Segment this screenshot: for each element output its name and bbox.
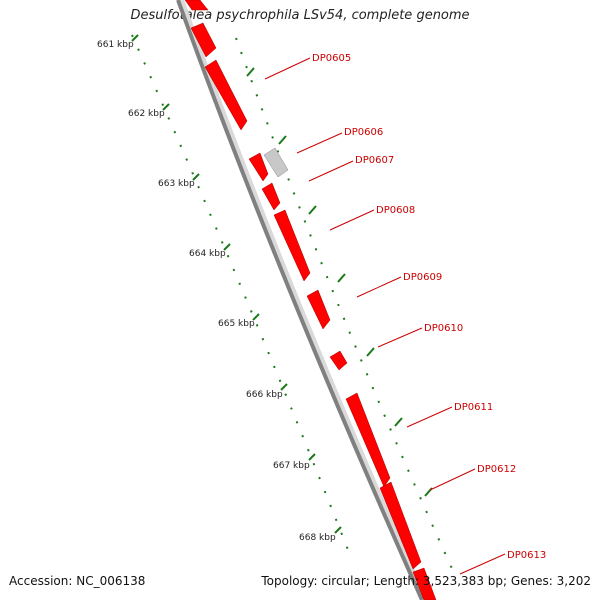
leader-dp0609 xyxy=(356,276,402,298)
leader-dp0610 xyxy=(377,327,423,348)
genome-backbone-shadow xyxy=(178,0,428,600)
gene-feature-dp0608[interactable] xyxy=(261,182,281,211)
inner-tick-track: 661 kbp 662 kbp 663 kbp 664 kbp 665 kbp … xyxy=(97,34,353,561)
scale-label-664: 664 kbp xyxy=(189,249,226,259)
gene-feature-dp0605-a[interactable] xyxy=(190,22,217,58)
gene-feature-dp0611[interactable] xyxy=(345,392,391,488)
gene-feature-dp0610[interactable] xyxy=(329,350,348,371)
gene-feature-dp0605[interactable] xyxy=(204,59,248,131)
outer-major-tick xyxy=(278,135,287,145)
leader-dp0611 xyxy=(406,406,453,428)
outer-major-tick xyxy=(246,67,255,77)
gene-label-dp0610[interactable]: DP0610 xyxy=(424,323,463,334)
scale-label-662: 662 kbp xyxy=(128,109,165,119)
leader-dp0608 xyxy=(329,209,375,231)
outer-major-tick xyxy=(366,347,375,357)
inner-major-tick xyxy=(334,526,342,534)
scale-label-661: 661 kbp xyxy=(97,40,134,50)
scale-label-667: 667 kbp xyxy=(273,461,310,471)
gene-label-dp0612[interactable]: DP0612 xyxy=(477,464,516,475)
inner-major-tick xyxy=(131,34,139,42)
outer-major-tick xyxy=(337,273,346,283)
gene-feature-dp0608-b[interactable] xyxy=(273,209,311,282)
scale-label-665: 665 kbp xyxy=(218,319,255,329)
scale-label-666: 666 kbp xyxy=(246,390,283,400)
gene-feature-dp0612[interactable] xyxy=(379,481,422,570)
inner-major-tick xyxy=(162,103,170,111)
gene-label-dp0606[interactable]: DP0606 xyxy=(344,127,383,138)
inner-major-tick xyxy=(223,243,231,251)
leader-dp0605 xyxy=(264,57,311,80)
leader-dp0606 xyxy=(296,132,343,154)
label-leaders xyxy=(264,57,506,575)
inner-major-tick xyxy=(308,453,316,461)
inner-major-tick xyxy=(280,383,288,391)
gene-feature-dp0613[interactable] xyxy=(412,567,437,600)
outer-major-tick xyxy=(308,205,317,215)
gene-label-dp0609[interactable]: DP0609 xyxy=(403,272,442,283)
genome-title: Desulfotalea psychrophila LSv54, complet… xyxy=(130,8,470,23)
gene-label-dp0611[interactable]: DP0611 xyxy=(454,402,493,413)
scale-label-668: 668 kbp xyxy=(299,533,336,543)
gene-feature-dp0607[interactable] xyxy=(248,152,269,182)
outer-major-tick xyxy=(394,417,403,427)
gene-feature-dp0606[interactable] xyxy=(263,147,289,178)
leader-dp0613 xyxy=(459,553,506,575)
gene-label-dp0605[interactable]: DP0605 xyxy=(312,53,351,64)
inner-major-tick xyxy=(192,173,200,181)
gene-feature-dp0609[interactable] xyxy=(306,289,331,330)
gene-feature-top-partial[interactable] xyxy=(184,0,209,11)
leader-dp0607 xyxy=(308,160,354,182)
gene-label-dp0613[interactable]: DP0613 xyxy=(507,550,546,561)
accession-text: Accession: NC_006138 xyxy=(9,574,146,588)
gene-track xyxy=(184,0,437,600)
outer-tick-track xyxy=(235,37,455,574)
gene-label-dp0608[interactable]: DP0608 xyxy=(376,205,415,216)
scale-label-663: 663 kbp xyxy=(158,179,195,189)
gene-labels: DP0605 DP0606 DP0607 DP0608 DP0609 DP061… xyxy=(312,53,546,561)
gene-label-dp0607[interactable]: DP0607 xyxy=(355,155,394,166)
outer-dotted-line xyxy=(235,37,455,574)
genome-backbone xyxy=(176,0,424,600)
genome-summary-text: Topology: circular; Length: 3,523,383 bp… xyxy=(261,574,591,588)
inner-major-tick xyxy=(252,313,260,321)
leader-dp0612 xyxy=(429,468,476,491)
